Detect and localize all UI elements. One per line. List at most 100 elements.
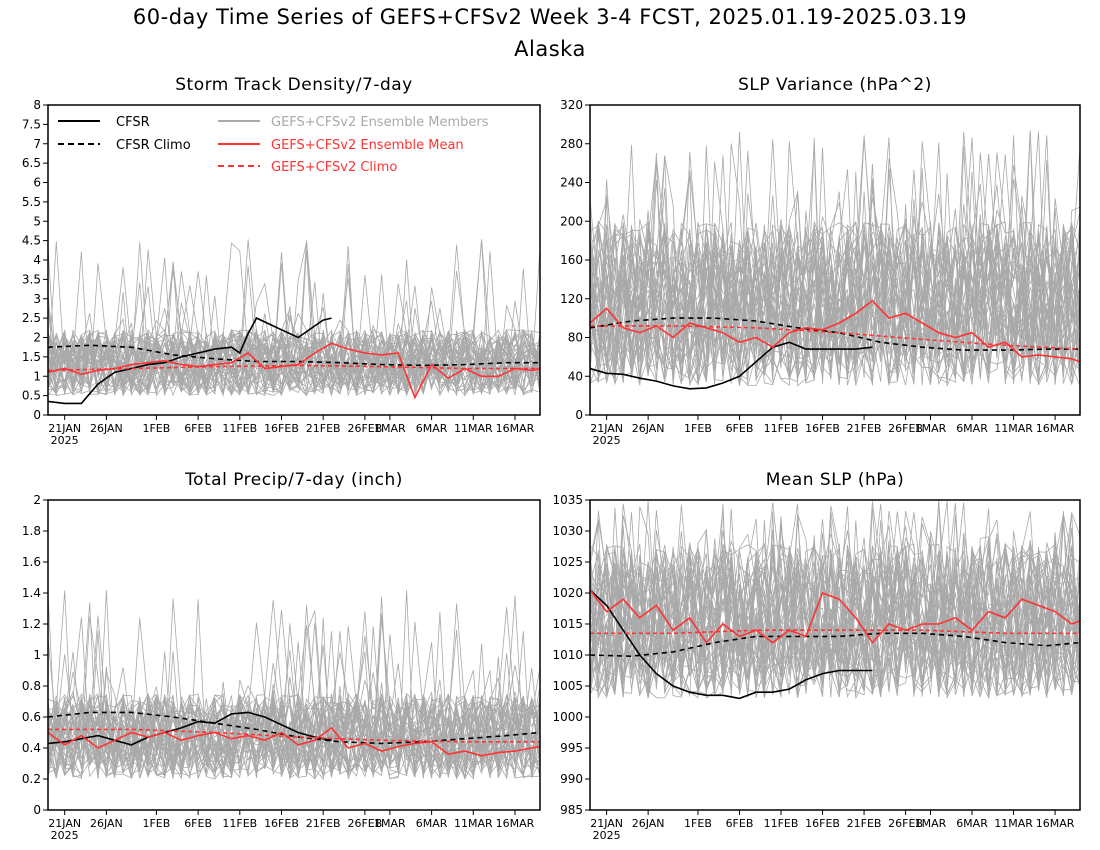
x-tick-label: 11MAR [454,422,493,435]
x-tick-label: 1FEB [684,422,712,435]
y-tick-label: 2 [33,331,41,345]
ensemble-member-line [590,221,1080,386]
x-tick-label: 16FEB [805,817,840,830]
y-tick-label: 0.5 [22,389,41,403]
x-tick-label: 11FEB [764,422,799,435]
y-tick-label: 1.6 [22,555,41,569]
ensemble-member-line [48,693,540,780]
y-tick-label: 4 [33,253,41,267]
y-tick-label: 2 [33,493,41,507]
x-tick-label: 1MAR [915,817,947,830]
ensemble-member-line [48,252,540,396]
y-tick-label: 1.8 [22,524,41,538]
series-cfsr [590,589,873,700]
y-tick-label: 0.6 [22,710,41,724]
x-tick-label: 16FEB [264,422,299,435]
x-tick-label: 11MAR [454,817,493,830]
ensemble-member-line [48,241,540,396]
legend-label: GEFS+CFSv2 Ensemble Members [271,115,489,130]
ensemble-member-line [590,147,1080,386]
series-cfsr [48,317,332,405]
series-gefs-cfsv2-ensemble-mean [590,589,1080,644]
x-tick-label: 6FEB [726,422,754,435]
x-tick-label: 1MAR [374,817,406,830]
y-tick-label: 1005 [552,679,583,693]
x-tick-label: 26JAN [90,817,123,830]
x-year-label: 2025 [593,829,621,842]
ensemble-member-line [590,502,1080,697]
x-tick-label: 11FEB [222,817,257,830]
ensemble-member-line [590,512,1080,697]
x-tick-label: 6FEB [184,817,212,830]
y-tick-label: 5 [33,214,41,228]
ensemble-member-line [590,222,1080,385]
x-tick-label: 11FEB [222,422,257,435]
x-tick-label: 16MAR [1036,422,1075,435]
x-tick-label: 26FEB [888,817,923,830]
ensemble-member-line [590,137,1080,384]
y-tick-label: 1.4 [22,586,41,600]
y-tick-label: 0.8 [22,679,41,693]
y-tick-label: 6 [33,176,41,190]
figure-subtitle: Alaska [514,37,586,61]
ensemble-member-line [48,695,540,780]
x-tick-label: 6FEB [184,422,212,435]
series-cfsr-climo [590,317,1080,351]
y-tick-label: 1.5 [22,350,41,364]
figure-title: 60-day Time Series of GEFS+CFSv2 Week 3-… [132,5,968,29]
ensemble-member-line [590,545,1080,698]
y-tick-label: 3.5 [22,272,41,286]
y-tick-label: 7 [33,137,41,151]
x-tick-label: 6MAR [956,422,988,435]
panel-slp-variance: 0 40 80 120 160 200 240 280 320 21JAN 26JAN 1FEB 6FE… [560,98,1081,447]
y-tick-label: 160 [560,253,583,267]
y-tick-label: 240 [560,176,583,190]
series-cfsr-climo [48,711,540,745]
panel-mean-slp: 985 990 995 1000 1005 1010 1015 1020 1025 1030 103… [552,493,1081,842]
x-tick-label: 26FEB [347,422,382,435]
y-tick-label: 1030 [552,524,583,538]
panel-title-total-precip: Total Precip/7-day (inch) [185,470,403,490]
y-tick-label: 320 [560,98,583,112]
ensemble-member-line [48,249,540,395]
series-cfsr-climo [590,632,1080,658]
x-year-label: 2025 [593,434,621,447]
series-gefs-cfsv2-climo [590,629,1080,635]
y-tick-label: 1025 [552,555,583,569]
y-tick-label: 990 [560,772,583,786]
panel-title-storm-track: Storm Track Density/7-day [175,75,413,95]
ensemble-member-line [590,129,1080,386]
y-tick-label: 0 [33,803,41,817]
x-tick-label: 16MAR [496,422,535,435]
y-tick-label: 7.5 [22,117,41,131]
x-tick-label: 1FEB [684,817,712,830]
y-tick-label: 1015 [552,617,583,631]
ensemble-member-line [48,665,540,777]
y-tick-label: 5.5 [22,195,41,209]
panel-storm-track: 0 0.5 1 1.5 2 2.5 3 3.5 4 4.5 5 5.5 6 6.5 7 7.5 8 21JAN 26… [22,98,541,447]
ensemble-member-line [48,622,540,780]
y-tick-label: 0.4 [22,741,41,755]
x-tick-label: 6FEB [726,817,754,830]
series-gefs-cfsv2-climo [48,364,540,372]
y-tick-label: 1 [33,369,41,383]
x-tick-label: 16MAR [496,817,535,830]
legend-label: CFSR [116,115,150,130]
x-tick-label: 21FEB [847,422,882,435]
y-tick-label: 1010 [552,648,583,662]
y-tick-label: 120 [560,292,583,306]
y-tick-label: 0.2 [22,772,41,786]
x-tick-label: 16MAR [1036,817,1075,830]
y-tick-label: 2.5 [22,311,41,325]
x-year-label: 2025 [51,829,79,842]
legend-label: CFSR Climo [116,138,191,153]
x-tick-label: 21JAN [48,422,81,435]
legend-label: GEFS+CFSv2 Climo [271,160,397,175]
x-tick-label: 6MAR [416,817,448,830]
ensemble-member-line [590,225,1080,386]
ensemble-members [590,500,1080,700]
y-tick-label: 8 [33,98,41,112]
series-cfsr [590,341,873,390]
ensemble-member-line [48,308,540,398]
